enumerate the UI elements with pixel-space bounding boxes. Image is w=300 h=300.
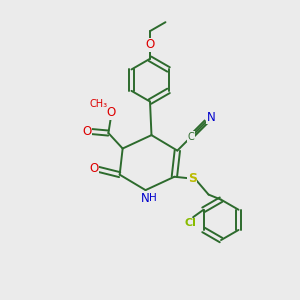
- Text: N: N: [207, 110, 215, 124]
- Text: O: O: [89, 162, 98, 175]
- Text: CH₃: CH₃: [89, 99, 107, 109]
- Text: S: S: [188, 172, 197, 185]
- Text: O: O: [106, 106, 116, 119]
- Text: N: N: [141, 192, 149, 205]
- Text: O: O: [82, 125, 91, 138]
- Text: C: C: [188, 132, 194, 142]
- Text: H: H: [149, 194, 157, 203]
- Text: O: O: [146, 38, 154, 51]
- Text: Cl: Cl: [184, 218, 196, 228]
